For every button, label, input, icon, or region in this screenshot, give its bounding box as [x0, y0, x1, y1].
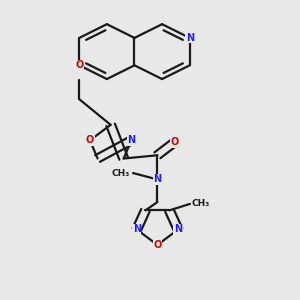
Text: CH₃: CH₃ — [112, 169, 130, 178]
Text: O: O — [86, 135, 94, 145]
Text: O: O — [153, 240, 162, 250]
Text: N: N — [153, 175, 161, 184]
Text: O: O — [170, 137, 178, 147]
Text: CH₃: CH₃ — [192, 200, 210, 208]
Text: N: N — [133, 224, 141, 235]
Text: N: N — [127, 135, 135, 145]
Text: N: N — [174, 224, 182, 235]
Text: N: N — [186, 33, 194, 43]
Text: O: O — [75, 60, 83, 70]
